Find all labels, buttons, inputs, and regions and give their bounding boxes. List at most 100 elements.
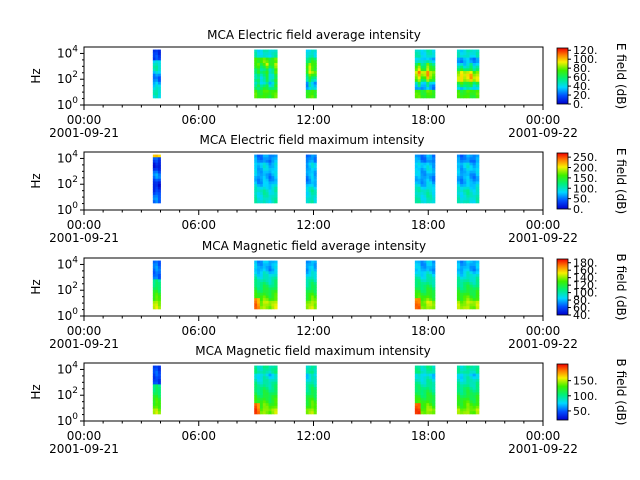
spectrogram-cell	[469, 268, 474, 272]
spectrogram-cell	[262, 376, 267, 380]
spectrogram-cell	[259, 168, 264, 172]
spectrogram-cell	[274, 71, 278, 75]
spectrogram-cell	[271, 73, 275, 77]
spectrogram-cell	[469, 84, 474, 88]
spectrogram-cell	[469, 389, 474, 393]
spectrogram-cell	[426, 381, 430, 385]
spectrogram-cell	[420, 365, 424, 369]
spectrogram-cell	[308, 173, 312, 177]
spectrogram-cell	[257, 178, 261, 182]
spectrogram-cell	[414, 192, 419, 196]
spectrogram-cell	[152, 379, 156, 383]
spectrogram-cell	[152, 384, 156, 388]
spectrogram-cell	[463, 387, 467, 391]
spectrogram-cell	[460, 284, 464, 288]
spectrogram-cell	[305, 184, 309, 188]
spectrogram-cell	[420, 63, 424, 67]
spectrogram-cell	[456, 52, 461, 56]
spectrogram-cell	[429, 274, 433, 278]
spectrogram-cell	[432, 408, 436, 412]
spectrogram-cell	[472, 379, 477, 383]
spectrogram-cell	[311, 397, 315, 401]
spectrogram-cell	[265, 365, 269, 369]
spectrogram-cell	[432, 397, 436, 401]
spectrogram-cell	[152, 162, 156, 166]
spectrogram-cell	[472, 89, 477, 93]
spectrogram-cell	[432, 260, 436, 264]
spectrogram	[152, 49, 480, 99]
spectrogram-cell	[274, 176, 278, 180]
spectrogram-cell	[460, 263, 464, 267]
spectrogram-cell	[254, 184, 258, 188]
spectrogram-cell	[254, 403, 258, 407]
spectrogram-cell	[308, 365, 312, 369]
spectrogram-cell	[152, 411, 156, 415]
spectrogram-cell	[254, 63, 258, 67]
spectrogram-cell	[414, 79, 419, 83]
spectrogram-cell	[152, 400, 156, 404]
spectrogram-cell	[271, 81, 275, 85]
spectrogram-cell	[313, 60, 317, 64]
spectrogram-cell	[254, 52, 258, 56]
spectrogram-cell	[420, 186, 424, 190]
spectrogram-cell	[469, 379, 474, 383]
spectrogram-cell	[414, 411, 419, 415]
spectrogram-cell	[259, 290, 264, 294]
spectrogram-cell	[265, 384, 269, 388]
spectrogram-cell	[155, 65, 159, 69]
spectrogram-cell	[313, 76, 317, 80]
spectrogram-cell	[417, 276, 421, 280]
spectrogram-cell	[466, 284, 470, 288]
spectrogram-cell	[469, 165, 474, 169]
spectrogram-cell	[463, 157, 467, 161]
spectrogram-cell	[423, 403, 427, 407]
spectrogram-cell	[254, 387, 258, 391]
spectrogram-cell	[429, 260, 433, 264]
spectrogram-cell	[305, 186, 309, 190]
spectrogram-cell	[155, 400, 159, 404]
x-tick-date: 2001-09-22	[508, 442, 578, 456]
spectrogram-cell	[305, 392, 309, 396]
spectrogram-cell	[456, 384, 461, 388]
spectrogram-cell	[423, 365, 427, 369]
spectrogram-cell	[420, 79, 424, 83]
spectrogram-cell	[262, 373, 267, 377]
spectrogram-cell	[157, 384, 161, 388]
spectrogram-cell	[274, 400, 278, 404]
spectrogram-cell	[429, 200, 433, 204]
spectrogram-cell	[305, 181, 309, 185]
spectrogram-cell	[274, 60, 278, 64]
spectrogram-cell	[265, 181, 269, 185]
spectrogram-cell	[257, 52, 261, 56]
spectrogram-cell	[472, 65, 477, 69]
spectrogram-cell	[257, 274, 261, 278]
spectrogram-cell	[417, 397, 421, 401]
spectrogram-cell	[426, 63, 430, 67]
spectrogram-cell	[268, 95, 272, 99]
spectrogram-cell	[268, 400, 272, 404]
spectrogram-cell	[429, 295, 433, 299]
spectrogram-cell	[456, 405, 461, 409]
spectrogram-cell	[466, 63, 470, 67]
spectrogram-cell	[414, 194, 419, 198]
spectrogram-cell	[257, 265, 261, 270]
spectrogram-cell	[417, 284, 421, 288]
spectrogram-cell	[469, 298, 474, 302]
spectrogram-cell	[429, 279, 433, 283]
spectrogram-cell	[157, 395, 161, 399]
spectrogram-cell	[257, 162, 261, 166]
spectrogram-cell	[420, 387, 424, 391]
spectrogram-cell	[313, 189, 317, 193]
spectrogram-cell	[313, 87, 317, 91]
spectrogram-cell	[469, 282, 474, 286]
spectrogram-cell	[460, 400, 464, 404]
spectrogram-cell	[157, 306, 161, 310]
spectrogram-cell	[152, 303, 156, 307]
spectrogram-cell	[268, 274, 272, 278]
spectrogram-cell	[472, 168, 477, 172]
spectrogram-cell	[429, 379, 433, 383]
spectrogram-cell	[472, 295, 477, 299]
colorbar-tick-label: 100.	[573, 53, 598, 66]
spectrogram-cell	[460, 303, 464, 307]
spectrogram-cell	[311, 395, 315, 399]
